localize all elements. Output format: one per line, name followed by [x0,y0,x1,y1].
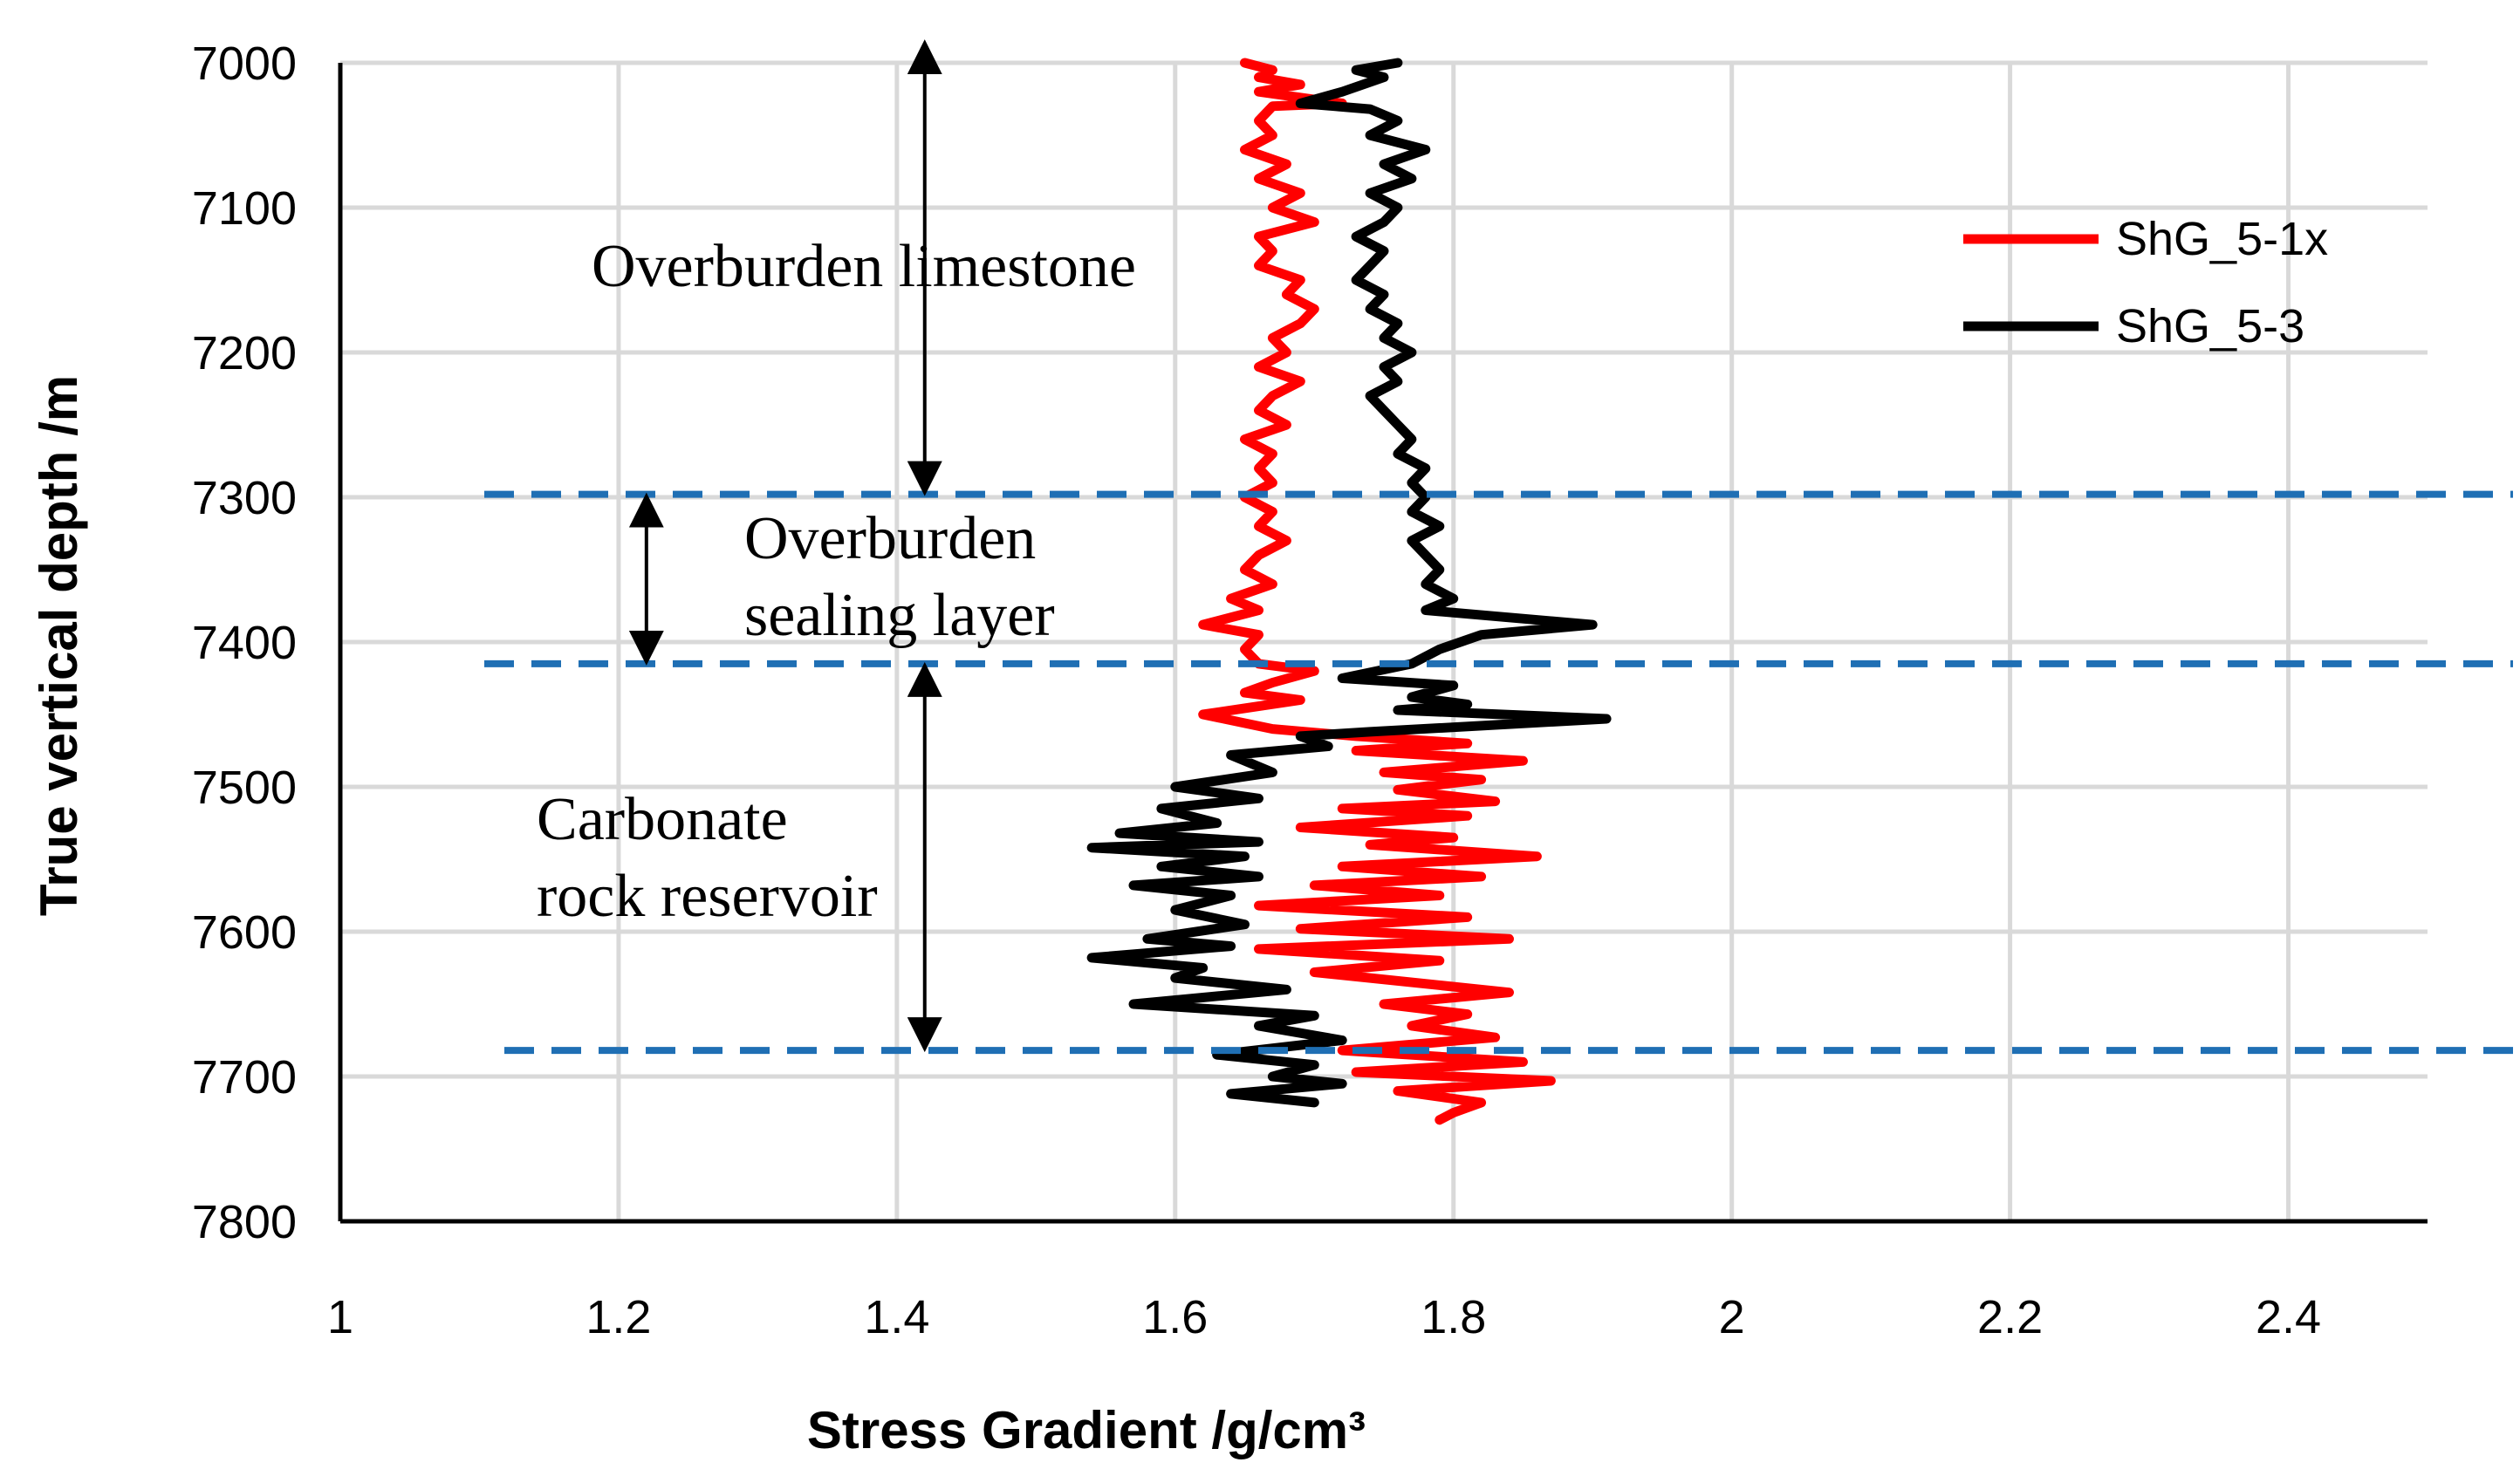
axes [338,63,2428,1224]
series-line-shg-5-3 [1086,58,1612,1108]
x-tick-label: 2.4 [2256,1291,2321,1343]
zone-annotations: Overburden limestone Overburden sealing … [537,233,1136,930]
annotation-carbonate-line1: Carbonate [537,786,788,853]
x-tick-label: 1.6 [1142,1291,1208,1343]
x-axis-title: Stress Gradient /g/cm³ [807,1401,1366,1459]
y-tick-label: 7300 [192,472,297,524]
zone-boundaries [484,490,2513,1055]
y-tick-label: 7200 [192,327,297,379]
x-tick-label: 2 [1719,1291,1745,1343]
annotation-overburden-line1: Overburden [744,505,1036,572]
y-tick-label: 7600 [192,906,297,959]
zone-arrows [628,39,942,1053]
y-tick-label: 7000 [192,38,297,90]
y-tick-label: 7800 [192,1196,297,1248]
x-tick-label: 1.2 [585,1291,651,1343]
annotation-carbonate-line2: rock reservoir [537,863,878,930]
annotation-overburden-limestone: Overburden limestone [592,233,1136,300]
series [1086,58,1612,1125]
x-tick-label: 2.2 [1977,1291,2043,1343]
y-tick-label: 7500 [192,762,297,814]
x-tick-label: 1 [327,1291,353,1343]
series-line-shg-5-1x [1198,58,1556,1125]
y-tick-label: 7400 [192,617,297,669]
y-tick-labels: 7000 7100 7200 7300 7400 7500 7600 7700 7800 [192,38,297,1248]
annotation-overburden-line2: sealing layer [744,582,1055,649]
x-tick-label: 1.4 [864,1291,929,1343]
legend-label-shg-5-1x: ShG_5-1x [2116,213,2328,265]
x-tick-labels: 1 1.2 1.4 1.6 1.8 2 2.2 2.4 [327,1291,2321,1343]
y-tick-label: 7700 [192,1051,297,1104]
x-tick-label: 1.8 [1421,1291,1486,1343]
y-tick-label: 7100 [192,182,297,235]
legend-label-shg-5-3: ShG_5-3 [2116,300,2304,352]
y-axis-title: True vertical depth /m [30,375,88,916]
legend: ShG_5-1x ShG_5-3 [1963,213,2328,352]
